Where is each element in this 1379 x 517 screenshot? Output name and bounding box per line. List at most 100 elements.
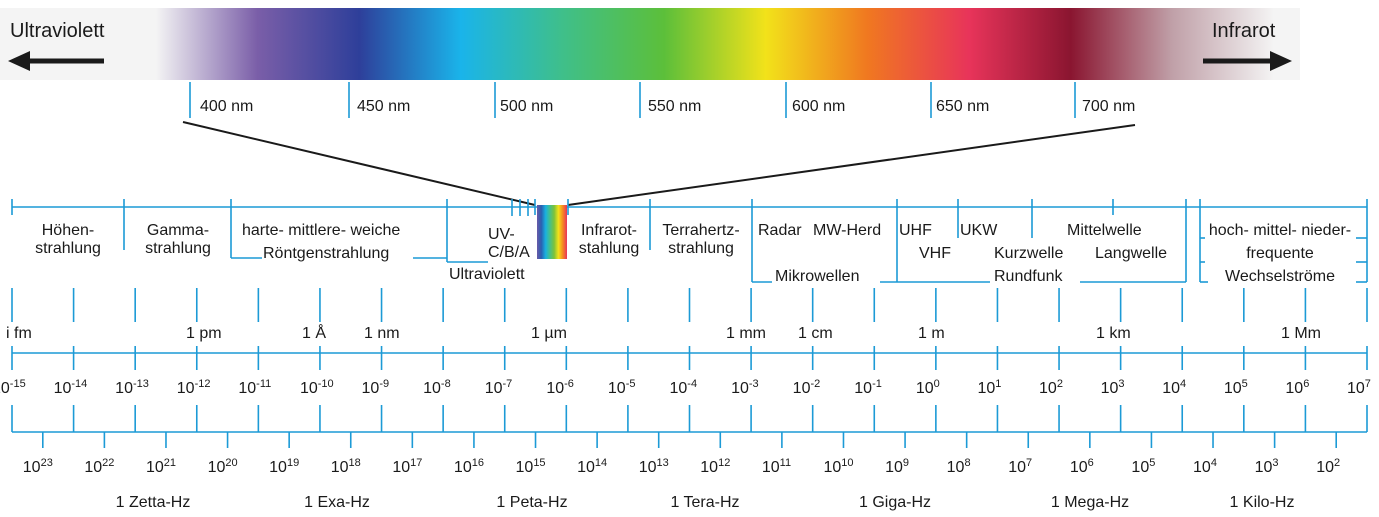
nm-tick-label: 550 nm bbox=[648, 98, 702, 115]
frequency-power: 107 bbox=[1008, 457, 1033, 477]
langwelle-label: Langwelle bbox=[1095, 245, 1168, 262]
wavelength-power: 10-11 bbox=[238, 378, 272, 398]
length-name: 1 pm bbox=[186, 325, 222, 342]
nm-tick-label: 500 nm bbox=[500, 98, 554, 115]
direction-arrows bbox=[8, 51, 1292, 71]
roentgen-hardness-label: harte- mittlere- weiche bbox=[242, 222, 401, 239]
wavelength-power: 10-7 bbox=[484, 378, 513, 398]
uv-label: UV- bbox=[488, 226, 515, 243]
frequency-power: 1018 bbox=[330, 457, 361, 477]
right-arrow-icon bbox=[1203, 51, 1292, 71]
left-arrow-icon bbox=[8, 51, 104, 71]
nm-tick-label: 700 nm bbox=[1082, 98, 1136, 115]
frequency-power: 108 bbox=[946, 457, 971, 477]
length-name: 1 km bbox=[1096, 325, 1131, 342]
frequency-name: 1 Exa-Hz bbox=[304, 494, 370, 511]
uv-cba-label: C/B/A bbox=[488, 244, 530, 261]
length-name: 1 µm bbox=[531, 325, 567, 342]
nm-tick-label: 600 nm bbox=[792, 98, 846, 115]
infrared-label: Infrarot bbox=[1212, 20, 1276, 42]
frequency-power: 1010 bbox=[823, 457, 854, 477]
mini-visible-spectrum bbox=[537, 205, 567, 259]
length-name: 1 nm bbox=[364, 325, 400, 342]
frequency-power: 1011 bbox=[761, 457, 792, 477]
frequency-name: 1 Zetta-Hz bbox=[115, 494, 191, 511]
length-name: i fm bbox=[6, 325, 32, 342]
roentgenstrahlung-label: Röntgenstrahlung bbox=[263, 245, 390, 262]
visible-spectrum-bar bbox=[0, 8, 1300, 80]
wavelength-power: 10-4 bbox=[669, 378, 698, 398]
nm-tick-label: 400 nm bbox=[200, 98, 254, 115]
kurzwelle-label: Kurzwelle bbox=[994, 245, 1064, 262]
frequency-power: 106 bbox=[1069, 457, 1094, 477]
wavelength-power: 101 bbox=[977, 378, 1002, 398]
frequency-power: 1016 bbox=[453, 457, 484, 477]
nm-tick-label: 650 nm bbox=[936, 98, 990, 115]
wavelength-power: 104 bbox=[1162, 378, 1187, 398]
wavelength-power: 107 bbox=[1347, 378, 1371, 398]
frequency-power: 1022 bbox=[84, 457, 115, 477]
frequency-name: 1 Peta-Hz bbox=[496, 494, 568, 511]
mw-herd-label: MW-Herd bbox=[813, 222, 882, 239]
frequency-power: 105 bbox=[1131, 457, 1156, 477]
wavelength-power: 10-1 bbox=[854, 378, 882, 398]
mikrowellen-label: Mikrowellen bbox=[775, 268, 860, 285]
wavelength-power: 100 bbox=[915, 378, 940, 398]
frequency-power: 1021 bbox=[145, 457, 177, 477]
frequency-power: 1015 bbox=[515, 457, 546, 477]
wavelength-power: 10-6 bbox=[546, 378, 574, 398]
frequency-power: 109 bbox=[885, 457, 909, 477]
zoom-line bbox=[182, 121, 536, 206]
terahertzstrahlung-label: Terrahertz-strahlung bbox=[662, 222, 740, 257]
gammastrahlung-label: Gamma-strahlung bbox=[145, 222, 211, 257]
frequency-power: 1023 bbox=[22, 457, 53, 477]
mittelwelle-label: Mittelwelle bbox=[1067, 222, 1142, 239]
frequency-power: 104 bbox=[1193, 457, 1217, 477]
nm-tick-label: 450 nm bbox=[357, 98, 411, 115]
frequency-name: 1 Tera-Hz bbox=[670, 494, 740, 511]
frequency-name: 1 Kilo-Hz bbox=[1229, 494, 1295, 511]
wavelength-power: 10-3 bbox=[731, 378, 759, 398]
frequency-power: 1019 bbox=[269, 457, 300, 477]
wavelength-power: 10-14 bbox=[53, 378, 88, 398]
vhf-label: VHF bbox=[919, 245, 951, 262]
uhf-label: UHF bbox=[899, 222, 932, 239]
frequency-power: 1013 bbox=[638, 457, 669, 477]
wavelength-power: 10-8 bbox=[423, 378, 451, 398]
wavelength-power: 10-12 bbox=[176, 378, 211, 398]
wavelength-power: 10-9 bbox=[361, 378, 390, 398]
wavelength-power: 102 bbox=[1039, 378, 1063, 398]
hoehenstrahlung-label: Höhen-strahlung bbox=[35, 222, 101, 257]
wavelength-power: 10-5 bbox=[607, 378, 636, 398]
length-name: 1 Å bbox=[302, 325, 327, 342]
wavelength-power: 105 bbox=[1223, 378, 1248, 398]
frequency-power: 1020 bbox=[207, 457, 238, 477]
wavelength-power: 106 bbox=[1285, 378, 1310, 398]
ultraviolett-label: Ultraviolett bbox=[449, 266, 525, 283]
infrarotstrahlung-label: Infrarot-stahlung bbox=[578, 222, 640, 257]
zoom-line bbox=[567, 124, 1136, 206]
length-name: 1 Mm bbox=[1281, 325, 1321, 342]
length-name: 1 m bbox=[918, 325, 945, 342]
frequency-power: 1017 bbox=[392, 457, 423, 477]
wavelength-power: 10-15 bbox=[0, 378, 26, 398]
length-name: 1 mm bbox=[726, 325, 766, 342]
wavelength-power: 103 bbox=[1100, 378, 1125, 398]
wavelength-power: 10-2 bbox=[792, 378, 821, 398]
frequency-power: 1012 bbox=[700, 457, 731, 477]
ukw-label: UKW bbox=[960, 222, 998, 239]
frequency-power: 102 bbox=[1316, 457, 1341, 477]
frequency-name: 1 Mega-Hz bbox=[1050, 494, 1130, 511]
wavelength-power: 10-10 bbox=[299, 378, 334, 398]
wavelength-power: 10-13 bbox=[115, 378, 149, 398]
frequency-power: 103 bbox=[1254, 457, 1279, 477]
frequency-power: 1014 bbox=[577, 457, 608, 477]
frequency-name: 1 Giga-Hz bbox=[858, 494, 932, 511]
ultraviolet-label: Ultraviolett bbox=[10, 20, 105, 42]
radar-label: Radar bbox=[758, 222, 802, 239]
wechselstroeme-label: hoch- mittel- nieder- frequente Wechsels… bbox=[1208, 222, 1352, 285]
length-name: 1 cm bbox=[798, 325, 833, 342]
rundfunk-label: Rundfunk bbox=[994, 268, 1063, 285]
